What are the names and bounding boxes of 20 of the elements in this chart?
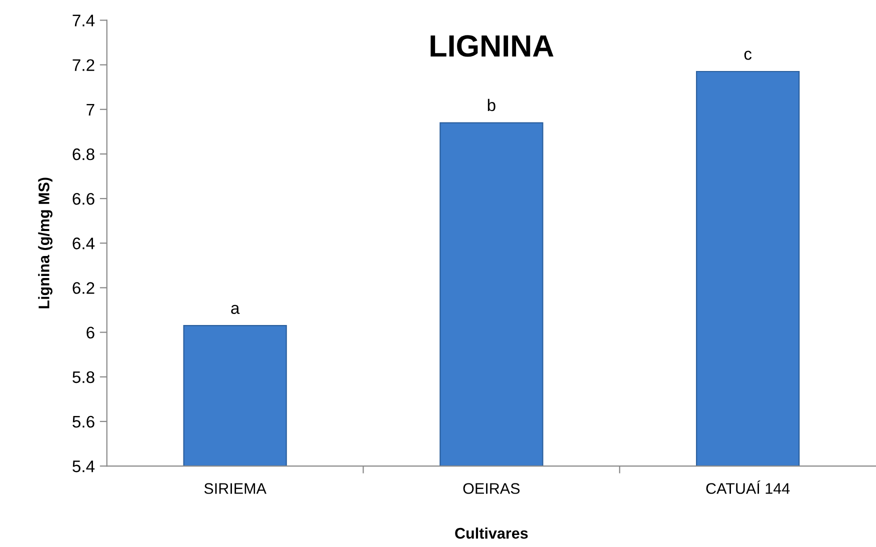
y-tick-label: 7 [86, 104, 94, 116]
y-tick-label: 5.4 [72, 460, 95, 472]
x-tick-label: SIRIEMA [204, 483, 266, 494]
y-tick-label: 6.2 [72, 282, 94, 294]
y-tick-label: 7.4 [72, 14, 95, 26]
y-tick-label: 5.6 [72, 416, 94, 428]
y-tick-label: 7.2 [72, 59, 94, 71]
annotation: c [744, 50, 752, 60]
y-tick-label: 5.8 [72, 371, 94, 384]
y-tick-label: 6 [86, 326, 94, 339]
y-tick-label: 6.8 [72, 148, 94, 160]
y-axis-title: Lignina (g/mg MS) [38, 178, 52, 308]
y-tick-label: 6.6 [72, 192, 94, 205]
x-tick-label: OEIRAS [463, 483, 520, 494]
x-tick-label: CATUAÍ 144 [706, 480, 790, 494]
y-tick-label: 6.4 [72, 238, 95, 250]
chart-title: LIGNINA [430, 35, 554, 57]
annotation: a [231, 304, 240, 314]
annotation: b [488, 98, 496, 112]
x-axis-title: Cultivares [455, 528, 528, 539]
